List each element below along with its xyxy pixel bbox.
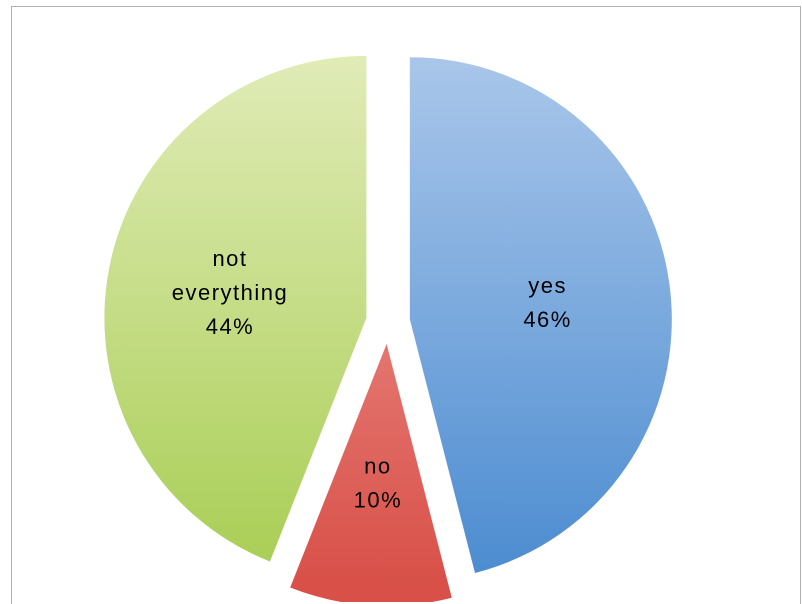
pie-labels: yes 46% no 10% not everything 44% [172,246,572,513]
slice-category-label: not [212,246,247,271]
slice-percent-label: 44% [206,314,255,339]
slice-label-no: no 10% [354,454,403,513]
pie-slice-no [290,343,452,602]
slice-label-not-everything: not everything 44% [172,246,289,339]
slice-category-label: yes [528,273,567,298]
slice-category-label: everything [172,280,289,305]
pie-slice-yes [409,57,672,574]
slice-category-label: no [364,454,391,479]
slice-percent-label: 46% [523,307,572,332]
pie-slices [104,55,672,602]
slice-percent-label: 10% [354,488,403,513]
slice-label-yes: yes 46% [523,273,572,332]
pie-slice-not-everything [104,55,367,562]
